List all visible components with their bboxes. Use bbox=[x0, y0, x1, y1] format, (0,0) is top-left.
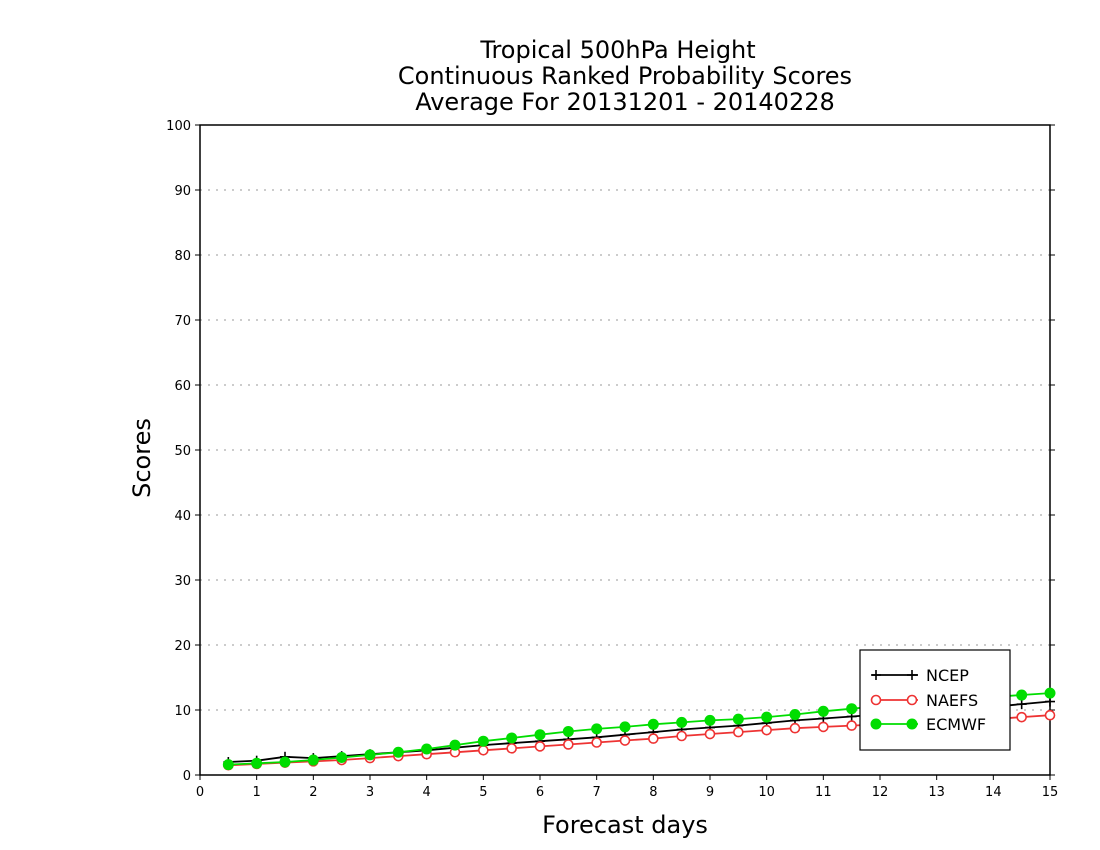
naefs-point bbox=[870, 694, 882, 706]
naefs-point bbox=[534, 741, 546, 752]
x-tick-label: 2 bbox=[309, 785, 317, 800]
y-tick-label: 0 bbox=[183, 769, 191, 784]
ecmwf-point bbox=[307, 754, 319, 766]
naefs-point bbox=[761, 724, 772, 736]
naefs-point bbox=[789, 722, 801, 734]
ecmwf-point bbox=[817, 705, 829, 717]
x-tick-label: 13 bbox=[928, 785, 945, 800]
x-tick-label: 12 bbox=[872, 785, 889, 800]
legend-label-ecmwf: ECMWF bbox=[926, 715, 986, 734]
y-tick-label: 20 bbox=[174, 639, 191, 654]
x-tick-label: 15 bbox=[1042, 785, 1059, 800]
ecmwf-point bbox=[846, 703, 858, 715]
ecmwf-point bbox=[477, 735, 489, 747]
ecmwf-point bbox=[789, 709, 801, 721]
x-tick-label: 3 bbox=[366, 785, 374, 800]
ecmwf-point bbox=[704, 714, 716, 726]
ecmwf-point bbox=[591, 723, 603, 735]
x-tick-label: 7 bbox=[593, 785, 601, 800]
naefs-point bbox=[733, 726, 744, 738]
x-tick-label: 8 bbox=[649, 785, 657, 800]
x-tick-label: 0 bbox=[196, 785, 204, 800]
naefs-point bbox=[1044, 709, 1056, 721]
naefs-point bbox=[704, 728, 716, 740]
ecmwf-point bbox=[906, 718, 918, 730]
x-axis-label: Forecast days bbox=[542, 811, 708, 839]
ecmwf-point bbox=[279, 756, 291, 768]
title-line-3: Average For 20131201 - 20140228 bbox=[415, 88, 835, 116]
ecmwf-point bbox=[392, 746, 404, 758]
ecmwf-point bbox=[647, 718, 659, 730]
x-tick-label: 1 bbox=[253, 785, 261, 800]
x-tick-label: 4 bbox=[423, 785, 431, 800]
ecmwf-point bbox=[364, 749, 376, 761]
y-axis-label: Scores bbox=[128, 418, 156, 498]
ecmwf-point bbox=[562, 725, 574, 737]
y-tick-label: 90 bbox=[174, 184, 191, 199]
naefs-point bbox=[1016, 711, 1027, 723]
naefs-point bbox=[506, 743, 517, 754]
naefs-point bbox=[478, 744, 489, 756]
legend-label-naefs: NAEFS bbox=[926, 691, 978, 710]
x-tick-label: 9 bbox=[706, 785, 714, 800]
title-line-1: Tropical 500hPa Height bbox=[479, 36, 755, 64]
ecmwf-point bbox=[1016, 689, 1028, 701]
ecmwf-point bbox=[732, 713, 744, 725]
grid-lines bbox=[200, 189, 1050, 711]
ecmwf-point bbox=[421, 743, 433, 755]
ecmwf-point bbox=[619, 721, 631, 733]
y-tick-label: 100 bbox=[166, 119, 191, 134]
naefs-point bbox=[563, 739, 574, 750]
x-tick-label: 5 bbox=[479, 785, 487, 800]
ecmwf-point bbox=[761, 711, 773, 723]
x-tick-label: 6 bbox=[536, 785, 544, 800]
naefs-point bbox=[591, 737, 602, 748]
title-line-2: Continuous Ranked Probability Scores bbox=[398, 62, 852, 90]
y-tick-label: 60 bbox=[174, 379, 191, 394]
ecmwf-point bbox=[449, 739, 461, 751]
x-tick-label: 11 bbox=[815, 785, 832, 800]
ecmwf-point bbox=[336, 751, 348, 763]
y-tick-label: 10 bbox=[174, 704, 191, 719]
ecmwf-point bbox=[676, 716, 688, 728]
ecmwf-point bbox=[1044, 687, 1056, 699]
naefs-point bbox=[818, 721, 829, 733]
legend-items: NCEP NAEFS ECMWF bbox=[870, 666, 986, 734]
legend: NCEP NAEFS ECMWF bbox=[859, 649, 1011, 751]
y-tick-label: 30 bbox=[174, 574, 191, 589]
y-tick-label: 50 bbox=[174, 444, 191, 459]
naefs-point bbox=[648, 733, 659, 744]
ecmwf-point bbox=[534, 729, 546, 741]
naefs-point bbox=[906, 694, 918, 706]
y-tick-label: 80 bbox=[174, 249, 191, 264]
naefs-point bbox=[619, 735, 631, 746]
y-tick-label: 40 bbox=[174, 509, 191, 524]
y-tick-label: 70 bbox=[174, 314, 191, 329]
legend-label-ncep: NCEP bbox=[926, 666, 969, 685]
chart-title: Tropical 500hPa Height Continuous Ranked… bbox=[398, 36, 852, 116]
ecmwf-point bbox=[222, 759, 234, 771]
x-tick-label: 10 bbox=[758, 785, 775, 800]
ecmwf-point bbox=[506, 732, 518, 744]
x-tick-label: 14 bbox=[985, 785, 1002, 800]
ecmwf-point bbox=[870, 718, 882, 730]
naefs-point bbox=[676, 730, 687, 742]
ecmwf-point bbox=[251, 757, 263, 769]
naefs-point bbox=[846, 720, 857, 731]
